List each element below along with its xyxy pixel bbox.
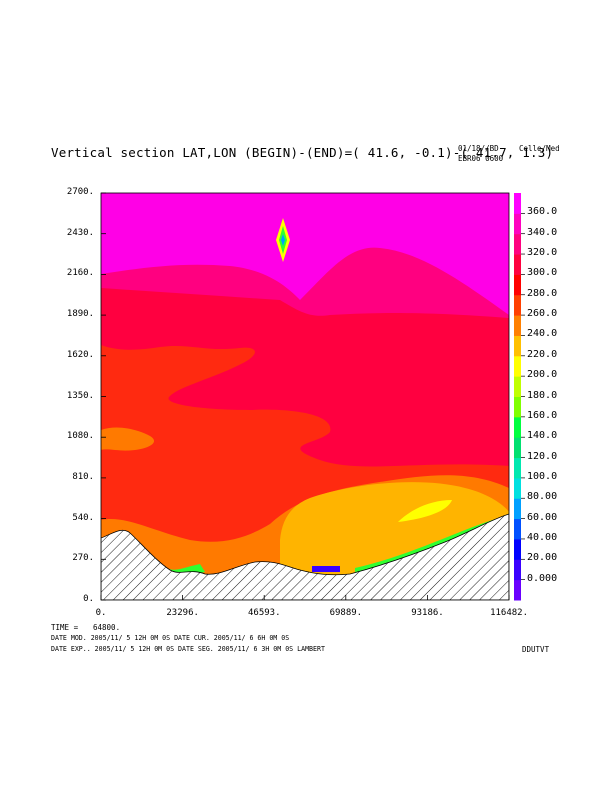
contour-region-yellow	[398, 500, 452, 522]
chart-title: Vertical section LAT,LON (BEGIN)-(END)=(…	[51, 145, 554, 160]
colorbar-swatch	[514, 335, 521, 357]
colorbar-swatch	[514, 315, 521, 336]
colorbar-label: 320.0	[527, 247, 558, 259]
y-tick-label: 1890.	[66, 309, 94, 320]
y-tick-label: 1350.	[66, 390, 94, 401]
colorbar-swatch	[514, 274, 521, 296]
x-tick-label: 69889.	[329, 608, 363, 618]
colorbar	[514, 193, 525, 601]
colorbar-swatch	[514, 355, 521, 377]
contour-rim-green-right	[355, 515, 509, 572]
colorbar-label: 20.00	[527, 552, 558, 564]
colorbar-label: 80.00	[527, 491, 558, 503]
footer-code: DDUTVT	[522, 645, 550, 654]
colorbar-swatch	[514, 457, 521, 479]
colorbar-label: 300.0	[527, 267, 558, 279]
x-tick-label: 93186.	[411, 608, 444, 618]
y-tick-label: 270.	[72, 553, 94, 564]
time-value: 64800.	[93, 623, 121, 632]
y-tick-label: 0.	[83, 594, 94, 604]
colorbar-swatch	[514, 416, 521, 438]
colorbar-swatch	[514, 498, 521, 520]
y-tick-label: 540.	[72, 512, 94, 523]
colorbar-label: 280.0	[527, 287, 558, 299]
colorbar-swatch	[514, 477, 521, 499]
footer-line2: DATE EXP.. 2005/11/ 5 12H 0M 0S DATE SEG…	[51, 645, 325, 653]
colorbar-swatch	[514, 213, 521, 235]
colorbar-label: 200.0	[527, 369, 558, 381]
colorbar-label: 220.0	[527, 348, 558, 360]
colorbar-swatch	[514, 376, 521, 397]
x-tick-label: 23296.	[166, 608, 199, 618]
y-tick-label: 1080.	[66, 431, 94, 442]
colorbar-swatch	[514, 579, 521, 601]
contour-valley-blue	[312, 566, 340, 572]
colorbar-swatch	[514, 254, 521, 275]
time-label: TIME =	[51, 623, 79, 632]
footer-line1: DATE MOD. 2005/11/ 5 12H 0M 0S DATE CUR.…	[51, 634, 290, 642]
meta-line2: EBR06 0600	[458, 154, 504, 163]
colorbar-label: 140.0	[527, 430, 558, 442]
x-tick-label: 46593.	[248, 608, 281, 618]
x-tick-label: 0.	[95, 608, 107, 618]
colorbar-label: 40.00	[527, 531, 558, 543]
colorbar-label: 60.00	[527, 511, 558, 523]
colorbar-label: 260.0	[527, 308, 558, 320]
contour-field	[101, 193, 509, 600]
y-tick-label: 810.	[72, 471, 94, 482]
x-tick-label: 116482.	[490, 608, 529, 618]
colorbar-label: 100.0	[527, 470, 558, 482]
terrain-hatched	[101, 513, 509, 600]
colorbar-swatch	[514, 559, 521, 581]
colorbar-swatch	[514, 437, 521, 459]
colorbar-swatch	[514, 233, 521, 255]
colorbar-label: 120.0	[527, 450, 558, 462]
y-tick-label: 1620.	[66, 349, 94, 360]
colorbar-label: 0.000	[527, 572, 558, 584]
colorbar-label: 240.0	[527, 328, 558, 340]
colorbar-swatch	[514, 396, 521, 418]
contour-region-orange-left	[101, 427, 155, 451]
contour-spike-core	[281, 234, 285, 246]
colorbar-label: 360.0	[527, 206, 558, 218]
colorbar-label: 180.0	[527, 389, 558, 401]
colorbar-swatch	[514, 538, 521, 560]
colorbar-swatch	[514, 294, 521, 316]
colorbar-label: 340.0	[527, 226, 558, 238]
colorbar-swatch	[514, 193, 521, 214]
meta-line1: 01/18//BD	[458, 144, 499, 153]
colorbar-swatch	[514, 518, 521, 540]
y-tick-label: 2430.	[66, 227, 94, 238]
colorbar-label: 160.0	[527, 409, 558, 421]
y-tick-label: 2700.	[66, 187, 94, 197]
y-tick-label: 2160.	[66, 268, 94, 279]
units-label: Celle/Med	[519, 144, 560, 153]
